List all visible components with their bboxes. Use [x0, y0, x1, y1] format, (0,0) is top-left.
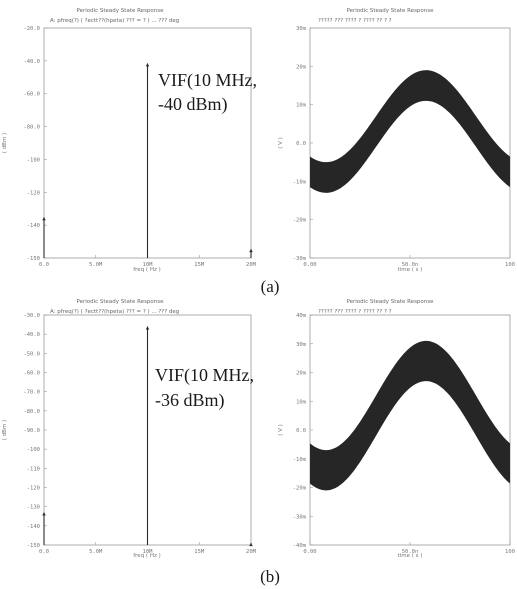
- panel-a-spectrum-subtitle: A: pfreq(?) ( ?ectt??(hpeta) ??? = ? ) .…: [50, 18, 179, 24]
- xtick-label: 10M: [143, 262, 154, 268]
- ytick-label: -50.0: [23, 351, 40, 357]
- panel-b-annotation-line1: VIF(10 MHz,: [155, 365, 254, 386]
- panel-a-annotation-line2: -40 dBm): [158, 94, 228, 115]
- xtick-label: 0.0: [39, 262, 49, 268]
- ytick-label: -80.0: [23, 409, 40, 415]
- panel-a-spectrum-ylabel: ( dBm ): [2, 133, 8, 153]
- ytick-label: 30m: [296, 342, 307, 348]
- ytick-label: -30.0: [23, 313, 40, 319]
- panel-a-time-ylabel: ( V ): [278, 137, 284, 149]
- xtick-label: 50.0n: [402, 549, 419, 555]
- panel-b-spectrum-xlabel: freq ( Hz ): [133, 553, 161, 559]
- panel-b-spectrum: Periodic Steady State Response A: pfreq(…: [2, 299, 257, 559]
- ytick-label: -40m: [293, 543, 307, 549]
- panel-a-spectrum-xlabel: freq ( Hz ): [133, 267, 161, 273]
- panel-b-time-title: Periodic Steady State Response: [346, 299, 434, 305]
- ytick-label: 40m: [296, 313, 307, 319]
- panel-b-time-xlabel: time ( s ): [398, 553, 423, 559]
- ytick-label: -140: [27, 524, 40, 530]
- xtick-label: 10M: [143, 549, 154, 555]
- ytick-label: -30m: [293, 256, 307, 262]
- spectral-line-tip-0: [42, 217, 46, 221]
- xtick-label: 15M: [194, 262, 205, 268]
- ytick-label: 10m: [296, 103, 307, 109]
- ytick-label: -90.0: [23, 428, 40, 434]
- ytick-label: -20m: [293, 486, 307, 492]
- ytick-label: -30m: [293, 514, 307, 520]
- xtick-label: 100: [505, 262, 515, 268]
- panel-a-time-xlabel: time ( s ): [398, 267, 423, 273]
- ytick-label: -40.0: [23, 332, 40, 338]
- ytick-label: -110: [27, 466, 40, 472]
- ytick-label: -120: [27, 190, 40, 196]
- spectral-line-tip-1: [145, 326, 150, 330]
- panel-b-spectrum-title: Periodic Steady State Response: [76, 299, 164, 305]
- ytick-label: -150: [27, 256, 40, 262]
- ytick-label: 30m: [296, 26, 307, 32]
- panel-a-spectrum: Periodic Steady State Response A: pfreq(…: [2, 8, 257, 273]
- caption-a: (a): [261, 277, 280, 296]
- panel-a-time-title: Periodic Steady State Response: [346, 8, 434, 14]
- ytick-label: -140: [27, 223, 40, 229]
- waveform-envelope: [310, 340, 510, 491]
- ytick-label: -100: [27, 157, 40, 163]
- waveform-envelope: [310, 70, 510, 193]
- caption-b: (b): [260, 567, 280, 586]
- ytick-label: -10m: [293, 457, 307, 463]
- panel-a-annotation-line1: VIF(10 MHz,: [158, 70, 257, 91]
- ytick-label: -80.0: [23, 125, 40, 131]
- xtick-label: 0.00: [303, 549, 316, 555]
- panel-a-spectrum-title: Periodic Steady State Response: [76, 8, 164, 14]
- ytick-label: -20.0: [23, 26, 40, 32]
- panel-b-spectrum-ylabel: ( dBm ): [2, 420, 8, 440]
- ytick-label: 10m: [296, 399, 307, 405]
- panel-b-time: Periodic Steady State Response ????? ???…: [278, 299, 515, 559]
- xtick-label: 15M: [194, 549, 205, 555]
- panel-a-time: Periodic Steady State Response ????? ???…: [278, 8, 515, 273]
- ytick-label: -70.0: [23, 390, 40, 396]
- ytick-label: 20m: [296, 64, 307, 70]
- xtick-label: 5.0M: [89, 549, 103, 555]
- xtick-label: 20M: [246, 262, 257, 268]
- ytick-label: -60.0: [23, 371, 40, 377]
- panel-a-time-subtitle: ????? ??? ???? ? ???? ?? ? ?: [318, 18, 392, 24]
- ytick-label: -20m: [293, 218, 307, 224]
- xtick-label: 0.0: [39, 549, 49, 555]
- ytick-label: 0.0: [296, 141, 306, 147]
- spectral-line-tip-2: [249, 249, 253, 253]
- xtick-label: 5.0M: [89, 262, 103, 268]
- xtick-label: 0.00: [303, 262, 316, 268]
- spectral-line-tip-1: [145, 63, 150, 67]
- panel-b-spectrum-subtitle: A: pfreq(?) ( ?ectt??(hpeta) ??? = ? ) .…: [50, 309, 179, 315]
- spectral-line-tip-0: [42, 512, 46, 516]
- panel-b-time-subtitle: ????? ??? ???? ? ???? ?? ? ?: [318, 309, 392, 315]
- ytick-label: -150: [27, 543, 40, 549]
- ytick-label: -40.0: [23, 59, 40, 65]
- ytick-label: -60.0: [23, 92, 40, 98]
- ytick-label: 0.0: [296, 428, 306, 434]
- ytick-label: -100: [27, 447, 40, 453]
- ytick-label: 20m: [296, 371, 307, 377]
- ytick-label: -10m: [293, 179, 307, 185]
- xtick-label: 20M: [246, 549, 257, 555]
- panel-b-annotation-line2: -36 dBm): [155, 390, 225, 411]
- xtick-label: 50.0n: [402, 262, 419, 268]
- spectral-line-tip-2: [249, 543, 253, 547]
- ytick-label: -130: [27, 505, 40, 511]
- xtick-label: 100: [505, 549, 515, 555]
- ytick-label: -120: [27, 486, 40, 492]
- panel-b-time-ylabel: ( V ): [278, 424, 284, 436]
